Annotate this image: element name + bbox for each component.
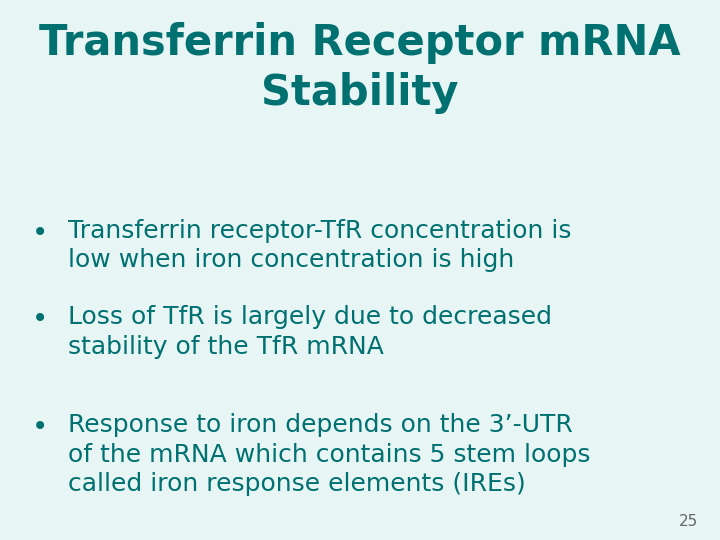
Text: •: • [32,219,48,247]
Text: Response to iron depends on the 3’-UTR
of the mRNA which contains 5 stem loops
c: Response to iron depends on the 3’-UTR o… [68,413,591,496]
Text: Transferrin Receptor mRNA
Stability: Transferrin Receptor mRNA Stability [39,22,681,114]
Text: •: • [32,305,48,333]
Text: 25: 25 [679,514,698,529]
Text: Loss of TfR is largely due to decreased
stability of the TfR mRNA: Loss of TfR is largely due to decreased … [68,305,552,359]
Text: •: • [32,413,48,441]
Text: Transferrin receptor-TfR concentration is
low when iron concentration is high: Transferrin receptor-TfR concentration i… [68,219,572,272]
